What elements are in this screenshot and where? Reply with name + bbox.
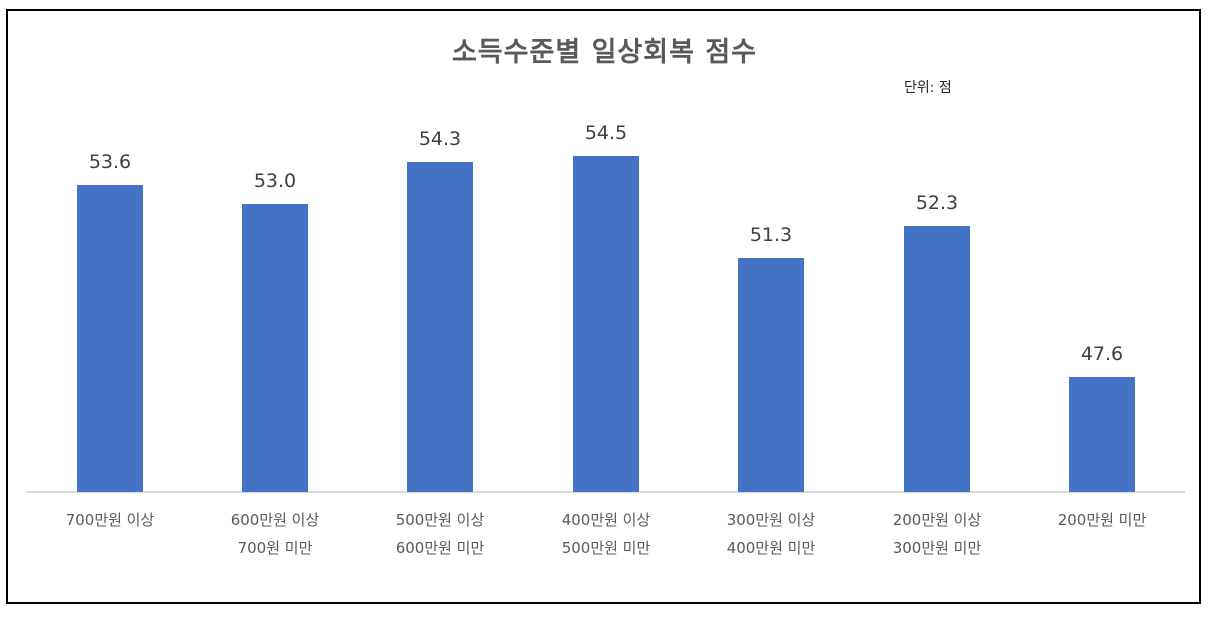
- x-tick-label: 700만원 이상: [65, 511, 155, 529]
- unit-label: 단위: 점: [904, 80, 952, 96]
- bar: [242, 204, 308, 492]
- x-axis-line: [26, 491, 1185, 493]
- bar: [407, 162, 473, 492]
- data-label: 54.3: [418, 128, 462, 150]
- bar: [738, 258, 804, 492]
- x-tick-label: 200만원 이상 300만원 미만: [892, 511, 982, 557]
- x-tick-label: 600만원 이상 700원 미만: [230, 511, 320, 557]
- data-label: 51.3: [749, 224, 793, 246]
- data-label: 47.6: [1080, 343, 1124, 365]
- x-tick-label: 300만원 이상 400만원 미만: [726, 511, 816, 557]
- data-label: 54.5: [584, 122, 628, 144]
- x-tick-label: 400만원 이상 500만원 미만: [561, 511, 651, 557]
- bar: [77, 185, 143, 492]
- bar: [904, 226, 970, 492]
- bar: [573, 156, 639, 492]
- data-label: 53.0: [253, 170, 297, 192]
- bar: [1069, 377, 1135, 492]
- chart-title: 소득수준별 일상회복 점수: [451, 37, 758, 68]
- data-label: 53.6: [88, 151, 132, 173]
- data-label: 52.3: [915, 192, 959, 214]
- x-tick-label: 500만원 이상 600만원 미만: [395, 511, 485, 557]
- x-tick-label: 200만원 미만: [1057, 511, 1147, 529]
